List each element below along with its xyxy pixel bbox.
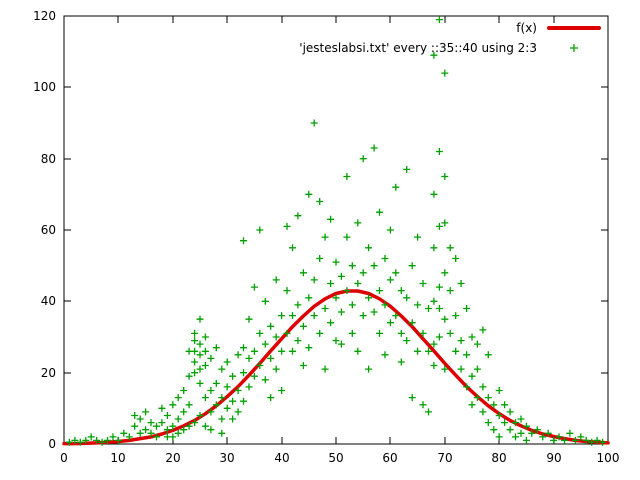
- x-tick-label: 90: [546, 451, 561, 465]
- legend-label-data: 'jesteslabsi.txt' every ::35::40 using 2…: [299, 41, 537, 55]
- x-tick-label: 30: [219, 451, 234, 465]
- legend-sample-area-data: [547, 41, 601, 55]
- plot-border: [63, 15, 609, 445]
- legend-sample-area-fx: [547, 26, 601, 30]
- x-tick-label: 70: [437, 451, 452, 465]
- x-tick-label: 10: [110, 451, 125, 465]
- axis-ticks: [63, 15, 609, 445]
- legend-line-sample: [547, 26, 601, 30]
- x-tick-label: 0: [60, 451, 68, 465]
- legend: f(x) 'jesteslabsi.txt' every ::35::40 us…: [299, 18, 601, 58]
- x-tick-label: 20: [165, 451, 180, 465]
- y-tick-label: 120: [33, 9, 56, 23]
- x-tick-label: 80: [491, 451, 506, 465]
- legend-item-data: 'jesteslabsi.txt' every ::35::40 using 2…: [299, 38, 601, 58]
- legend-label-fx: f(x): [516, 21, 537, 35]
- y-tick-label: 100: [33, 80, 56, 94]
- axis-tick-labels: 0 10 20 30 40 50 60 70 80 90 100 0 20 40 60 80 100 120: [33, 9, 619, 465]
- y-tick-label: 0: [48, 437, 56, 451]
- y-tick-label: 60: [41, 223, 56, 237]
- x-tick-label: 60: [382, 451, 397, 465]
- x-tick-label: 50: [328, 451, 343, 465]
- scatter-points: [65, 16, 607, 446]
- fx-curve: [62, 289, 610, 446]
- x-tick-label: 100: [597, 451, 620, 465]
- y-tick-label: 40: [41, 294, 56, 308]
- plus-marker-icon: [570, 44, 578, 52]
- legend-point-sample: [570, 44, 578, 52]
- y-tick-label: 20: [41, 366, 56, 380]
- x-tick-label: 40: [274, 451, 289, 465]
- y-tick-label: 80: [41, 152, 56, 166]
- legend-item-fx: f(x): [299, 18, 601, 38]
